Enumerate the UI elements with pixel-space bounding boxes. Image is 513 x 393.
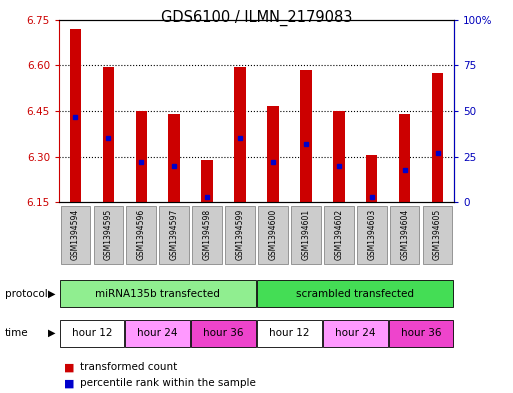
FancyBboxPatch shape xyxy=(191,320,256,347)
Bar xyxy=(234,67,246,202)
Text: hour 24: hour 24 xyxy=(335,328,376,338)
Text: hour 12: hour 12 xyxy=(72,328,112,338)
Bar xyxy=(399,114,410,202)
FancyBboxPatch shape xyxy=(357,206,386,264)
FancyBboxPatch shape xyxy=(258,206,288,264)
Text: GSM1394597: GSM1394597 xyxy=(170,209,179,261)
Text: miRNA135b transfected: miRNA135b transfected xyxy=(95,289,220,299)
Text: ■: ■ xyxy=(64,378,74,388)
FancyBboxPatch shape xyxy=(225,206,255,264)
FancyBboxPatch shape xyxy=(323,320,387,347)
FancyBboxPatch shape xyxy=(126,320,190,347)
Text: hour 36: hour 36 xyxy=(401,328,441,338)
Text: GSM1394603: GSM1394603 xyxy=(367,209,376,261)
FancyBboxPatch shape xyxy=(324,206,353,264)
Text: GSM1394602: GSM1394602 xyxy=(334,209,343,261)
FancyBboxPatch shape xyxy=(93,206,123,264)
FancyBboxPatch shape xyxy=(389,320,453,347)
FancyBboxPatch shape xyxy=(257,280,453,307)
FancyBboxPatch shape xyxy=(390,206,420,264)
Bar xyxy=(135,111,147,202)
FancyBboxPatch shape xyxy=(291,206,321,264)
Text: ▶: ▶ xyxy=(48,328,55,338)
Text: hour 12: hour 12 xyxy=(269,328,310,338)
Bar xyxy=(168,114,180,202)
Text: hour 24: hour 24 xyxy=(137,328,178,338)
Text: GSM1394604: GSM1394604 xyxy=(400,209,409,261)
Bar xyxy=(103,67,114,202)
Text: GDS6100 / ILMN_2179083: GDS6100 / ILMN_2179083 xyxy=(161,10,352,26)
Text: ■: ■ xyxy=(64,362,74,373)
Text: GSM1394595: GSM1394595 xyxy=(104,209,113,261)
Bar xyxy=(202,160,213,202)
FancyBboxPatch shape xyxy=(60,320,124,347)
Text: GSM1394599: GSM1394599 xyxy=(235,209,245,261)
Text: protocol: protocol xyxy=(5,289,48,299)
Text: ▶: ▶ xyxy=(48,289,55,299)
Text: GSM1394596: GSM1394596 xyxy=(137,209,146,261)
FancyBboxPatch shape xyxy=(192,206,222,264)
Text: GSM1394594: GSM1394594 xyxy=(71,209,80,261)
Text: transformed count: transformed count xyxy=(80,362,177,373)
FancyBboxPatch shape xyxy=(60,280,256,307)
Bar xyxy=(366,155,378,202)
Text: time: time xyxy=(5,328,29,338)
Text: GSM1394598: GSM1394598 xyxy=(203,209,212,261)
Bar xyxy=(70,29,81,202)
Bar xyxy=(300,70,311,202)
FancyBboxPatch shape xyxy=(257,320,322,347)
Text: GSM1394600: GSM1394600 xyxy=(268,209,278,261)
Text: percentile rank within the sample: percentile rank within the sample xyxy=(80,378,255,388)
Text: hour 36: hour 36 xyxy=(203,328,244,338)
Text: scrambled transfected: scrambled transfected xyxy=(296,289,415,299)
Bar xyxy=(333,111,345,202)
Text: GSM1394605: GSM1394605 xyxy=(433,209,442,261)
FancyBboxPatch shape xyxy=(127,206,156,264)
FancyBboxPatch shape xyxy=(61,206,90,264)
Bar xyxy=(432,73,443,202)
Bar xyxy=(267,107,279,202)
FancyBboxPatch shape xyxy=(160,206,189,264)
Text: GSM1394601: GSM1394601 xyxy=(301,209,310,261)
FancyBboxPatch shape xyxy=(423,206,452,264)
